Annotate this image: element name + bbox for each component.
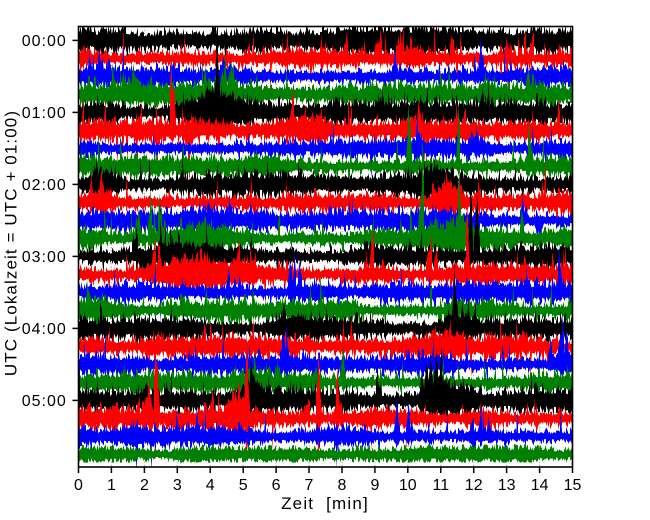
svg-text:15: 15	[564, 477, 582, 494]
svg-text:04:00: 04:00	[22, 321, 67, 338]
svg-text:05:00: 05:00	[22, 393, 67, 410]
svg-text:1: 1	[107, 477, 116, 494]
svg-text:3: 3	[173, 477, 182, 494]
svg-text:5: 5	[239, 477, 248, 494]
svg-text:4: 4	[206, 477, 215, 494]
svg-text:9: 9	[370, 477, 379, 494]
svg-text:7: 7	[305, 477, 314, 494]
svg-text:6: 6	[272, 477, 281, 494]
svg-text:01:00: 01:00	[22, 105, 67, 122]
svg-text:11: 11	[432, 477, 449, 494]
svg-text:00:00: 00:00	[22, 33, 67, 50]
svg-text:8: 8	[338, 477, 347, 494]
svg-text:Zeit [min]: Zeit [min]	[281, 494, 369, 513]
svg-text:0: 0	[74, 477, 83, 494]
svg-text:14: 14	[531, 477, 549, 494]
svg-text:10: 10	[399, 477, 417, 494]
svg-text:13: 13	[498, 477, 516, 494]
svg-text:12: 12	[465, 477, 483, 494]
svg-text:02:00: 02:00	[22, 177, 67, 194]
svg-text:2: 2	[140, 477, 149, 494]
svg-text:UTC (Lokalzeit = UTC + 01:00): UTC (Lokalzeit = UTC + 01:00)	[2, 110, 21, 376]
svg-text:03:00: 03:00	[22, 249, 67, 266]
